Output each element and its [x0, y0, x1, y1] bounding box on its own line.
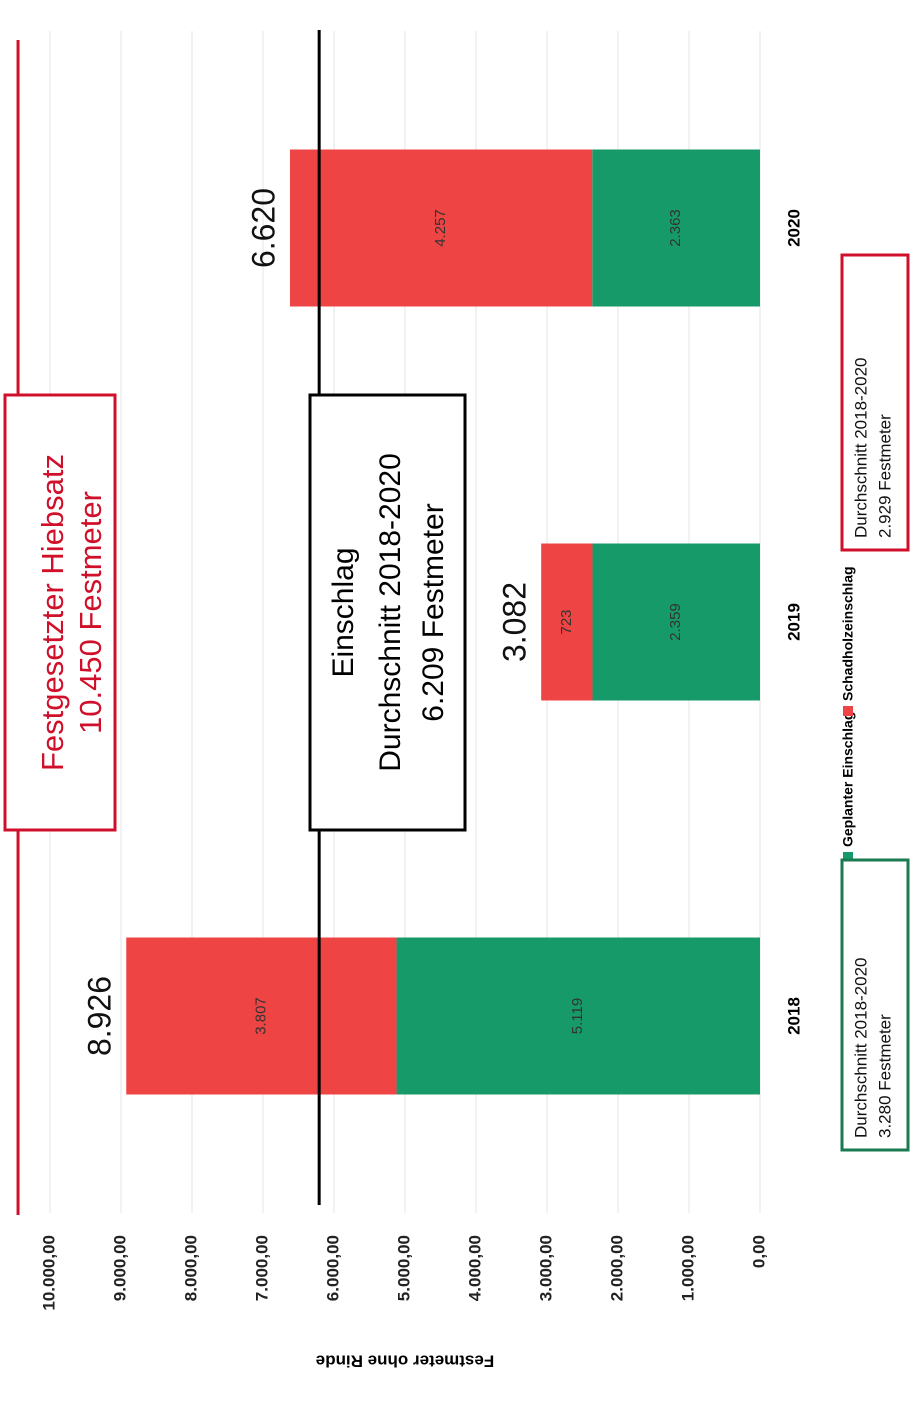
y-tick-label: 3.000,00: [536, 1235, 555, 1301]
annotation-text: 10.450 Festmeter: [73, 491, 108, 734]
annotation-text: Einschlag: [327, 547, 360, 677]
x-tick-label: 2019: [784, 603, 803, 641]
y-tick-label: 6.000,00: [323, 1235, 342, 1301]
note-box: [840, 858, 910, 1152]
note-text: 2.929 Festmeter: [875, 414, 894, 538]
annotation-text: Festgesetzter Hiebsatz: [35, 454, 70, 771]
bar-segment: [126, 937, 397, 1095]
y-tick-label: 0,00: [749, 1235, 768, 1268]
bar-segment: [396, 937, 760, 1095]
x-tick-label: 2020: [784, 209, 803, 247]
annotation-text: Durchschnitt 2018-2020: [374, 453, 407, 772]
y-tick-label: 10.000,00: [39, 1235, 58, 1311]
segment-label: 4.257: [432, 209, 449, 247]
y-tick-label: 4.000,00: [465, 1235, 484, 1301]
note-box: [840, 253, 910, 552]
segment-label: 5.119: [569, 998, 586, 1034]
bar-segment: [289, 149, 593, 307]
y-tick-label: 5.000,00: [394, 1235, 413, 1301]
y-tick-label: 1.000,00: [678, 1235, 697, 1301]
segment-label: 3.807: [252, 997, 269, 1035]
rotated-chart: 0,00 1.000,00 2.000,00 3.000,00 4.000,00 5.00…: [3, 30, 910, 1371]
legend-swatch: [843, 706, 853, 716]
y-tick-label: 2.000,00: [607, 1235, 626, 1301]
bar-segment: [592, 543, 760, 701]
bar-segment: [592, 149, 760, 307]
legend-label: Schadholzeinschlag: [840, 566, 856, 701]
y-tick-label: 7.000,00: [252, 1235, 271, 1301]
y-tick-label: 8.000,00: [181, 1235, 200, 1301]
segment-label: 2.363: [667, 209, 684, 247]
segment-label: 2.359: [667, 603, 684, 641]
annotation-text: 6.209 Festmeter: [417, 503, 450, 721]
total-label: 3.082: [497, 582, 533, 662]
annotation-box: [3, 393, 117, 832]
x-tick-label: 2018: [784, 997, 803, 1035]
note-text: 3.280 Festmeter: [875, 1014, 894, 1138]
note-text: Durchschnitt 2018-2020: [851, 957, 870, 1138]
bar-segment: [541, 543, 593, 701]
note-text: Durchschnitt 2018-2020: [851, 357, 870, 538]
total-label: 8.926: [82, 976, 118, 1056]
y-axis-title: Festmeter ohne Rinde: [316, 1352, 495, 1371]
annotation-box: [308, 393, 467, 832]
y-tick-label: 9.000,00: [110, 1235, 129, 1301]
legend-label: Geplanter Einschlag: [840, 712, 856, 847]
total-label: 6.620: [245, 188, 281, 268]
segment-label: 723: [558, 609, 575, 634]
